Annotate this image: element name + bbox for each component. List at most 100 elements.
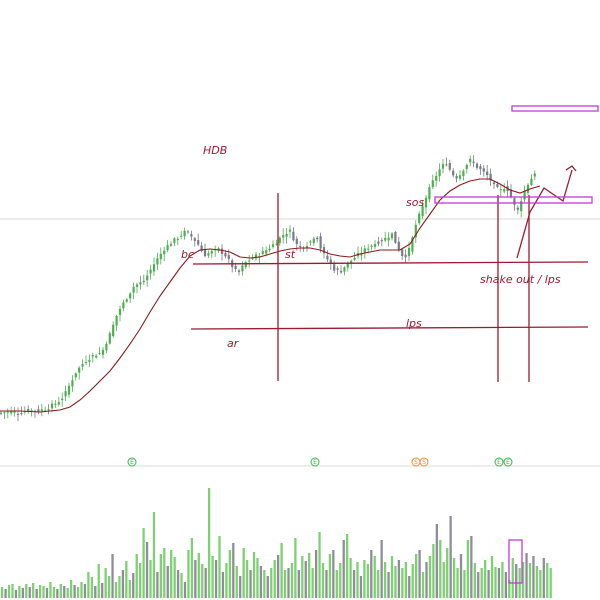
candle-body bbox=[295, 238, 298, 245]
candle-body bbox=[47, 409, 50, 411]
volume-bar bbox=[297, 570, 300, 598]
candle-body bbox=[285, 234, 288, 237]
candle bbox=[176, 236, 179, 246]
candle-body bbox=[248, 260, 251, 262]
candle-body bbox=[414, 224, 417, 238]
volume-bar bbox=[173, 557, 176, 598]
candle bbox=[302, 246, 305, 252]
candle bbox=[353, 252, 356, 262]
candle-body bbox=[254, 254, 258, 259]
candle-body bbox=[176, 238, 179, 240]
candle-body bbox=[329, 259, 332, 264]
candle-body bbox=[142, 280, 145, 282]
volume-bar bbox=[152, 512, 156, 598]
candle bbox=[486, 165, 489, 181]
volume-bar bbox=[480, 568, 483, 598]
candle bbox=[319, 232, 322, 253]
candle-body bbox=[244, 262, 247, 268]
candle-body bbox=[336, 268, 339, 270]
candle-body bbox=[404, 254, 407, 258]
label-shake-out-lps: shake out / lps bbox=[480, 273, 561, 286]
volume-bar bbox=[314, 550, 318, 598]
candle-body bbox=[486, 171, 489, 176]
candle-body bbox=[350, 260, 353, 264]
volume-bar bbox=[270, 568, 273, 598]
volume-bar bbox=[128, 580, 131, 598]
candle-body bbox=[482, 168, 485, 172]
candle bbox=[424, 194, 428, 214]
volume-bar bbox=[59, 584, 62, 598]
candle bbox=[0, 411, 3, 416]
candle-body bbox=[180, 235, 183, 237]
candle bbox=[190, 230, 193, 241]
volume-bar bbox=[180, 573, 183, 598]
candle-body bbox=[74, 373, 77, 378]
volume-bar bbox=[56, 589, 59, 598]
candle-body bbox=[166, 245, 169, 251]
candle bbox=[146, 269, 149, 287]
volume-bar bbox=[201, 564, 204, 598]
label-sos: sos bbox=[406, 196, 424, 209]
svg-text:E: E bbox=[130, 459, 134, 466]
candle-body bbox=[91, 355, 94, 357]
candle-body bbox=[265, 250, 268, 254]
event-marker-1: E bbox=[127, 457, 137, 467]
candle-body bbox=[363, 248, 366, 253]
candle-body bbox=[445, 164, 448, 166]
volume-bars bbox=[1, 488, 552, 598]
candle-body bbox=[50, 403, 54, 409]
volume-bar bbox=[442, 562, 445, 598]
candle-body bbox=[475, 163, 479, 168]
event-marker-3: S bbox=[411, 457, 421, 467]
volume-bar bbox=[308, 553, 311, 598]
candle bbox=[356, 246, 360, 259]
volume-bar bbox=[332, 550, 335, 598]
volume-bar bbox=[294, 538, 297, 598]
volume-bar bbox=[245, 560, 249, 598]
volume-bar bbox=[452, 558, 456, 598]
volume-bar bbox=[94, 586, 97, 598]
candle bbox=[105, 341, 108, 354]
candle-body bbox=[322, 247, 326, 254]
candle bbox=[261, 246, 264, 256]
candle-body bbox=[370, 245, 373, 247]
candle bbox=[180, 231, 183, 240]
candle-body bbox=[115, 315, 118, 326]
candle bbox=[452, 168, 455, 178]
candle-body bbox=[118, 308, 122, 315]
candle bbox=[54, 400, 57, 408]
volume-bar bbox=[183, 582, 187, 598]
candle bbox=[472, 155, 475, 168]
candle bbox=[95, 354, 98, 359]
volume-bar bbox=[439, 540, 442, 598]
volume-bar bbox=[263, 570, 266, 598]
volume-bar bbox=[14, 590, 18, 598]
volume-bar bbox=[311, 568, 314, 598]
candle bbox=[203, 243, 207, 258]
volume-bar bbox=[221, 572, 225, 598]
candle-body bbox=[452, 170, 455, 176]
volume-bar bbox=[321, 563, 325, 598]
candle-body bbox=[292, 231, 295, 241]
volume-bar bbox=[259, 566, 263, 598]
candle-body bbox=[186, 231, 190, 233]
svg-text:E: E bbox=[506, 459, 510, 466]
support-line bbox=[190, 326, 589, 330]
candle-body bbox=[418, 213, 421, 224]
candle-body bbox=[234, 265, 237, 269]
volume-bar bbox=[366, 564, 369, 598]
volume-bar bbox=[446, 548, 449, 598]
candle bbox=[370, 244, 373, 251]
candle-body bbox=[520, 201, 523, 212]
candle-body bbox=[203, 249, 207, 257]
candle bbox=[404, 249, 407, 263]
candle-body bbox=[40, 409, 43, 412]
highlight-boxes bbox=[434, 105, 599, 584]
candle-body bbox=[261, 250, 264, 254]
candle bbox=[418, 211, 421, 226]
volume-bar bbox=[242, 548, 245, 598]
candle bbox=[118, 305, 122, 322]
candle bbox=[129, 292, 132, 304]
volume-bar bbox=[63, 586, 66, 598]
